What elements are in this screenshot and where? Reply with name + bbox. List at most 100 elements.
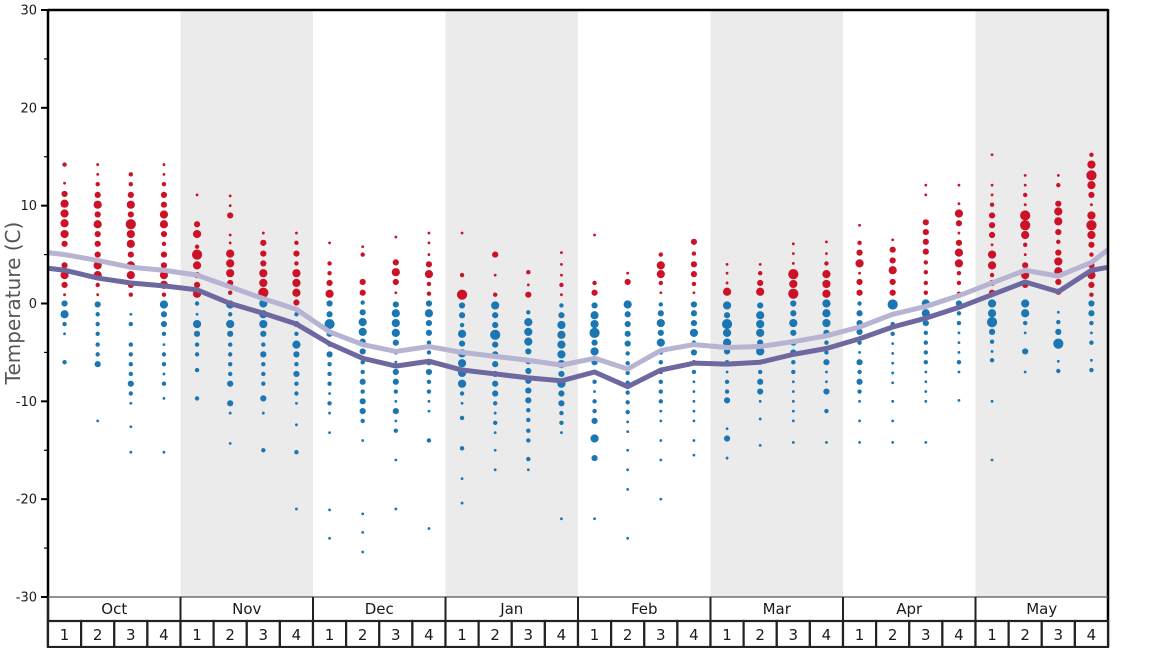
min-temp-dot — [524, 317, 533, 327]
min-temp-dot — [625, 360, 630, 366]
min-temp-dot — [957, 331, 961, 335]
min-temp-dot — [659, 419, 663, 423]
max-temp-dot — [987, 250, 997, 259]
max-temp-dot — [858, 223, 861, 227]
max-temp-dot — [427, 253, 431, 256]
min-temp-dot — [359, 309, 366, 316]
min-temp-dot — [658, 360, 664, 365]
min-temp-dot — [987, 309, 997, 318]
min-temp-dot — [690, 301, 698, 308]
max-temp-dot — [63, 293, 66, 297]
week-cell — [80, 619, 116, 648]
min-temp-dot — [95, 342, 100, 347]
min-temp-dot — [559, 303, 564, 308]
max-temp-dot — [96, 172, 100, 176]
week-number-label: 3 — [1054, 626, 1064, 644]
max-temp-dot — [61, 240, 68, 247]
max-temp-dot — [127, 211, 134, 218]
week-number-label: 4 — [424, 626, 434, 644]
week-cell — [345, 619, 381, 648]
max-temp-dot — [96, 163, 100, 166]
min-temp-dot — [858, 441, 861, 444]
min-temp-dot — [393, 389, 399, 394]
min-temp-dot — [358, 317, 367, 327]
max-temp-dot — [60, 209, 69, 218]
min-temp-dot — [692, 453, 696, 457]
min-temp-dot — [426, 340, 432, 345]
min-temp-dot — [823, 388, 830, 395]
upper-line — [47, 247, 1110, 372]
min-temp-dot — [957, 370, 961, 374]
min-temp-dot — [294, 381, 299, 386]
min-temp-dot — [392, 368, 399, 376]
min-temp-dot — [656, 338, 665, 347]
min-temp-dot — [626, 487, 630, 491]
min-temp-dot — [1089, 320, 1094, 326]
min-temp-dot — [228, 442, 232, 445]
week-number-label: 1 — [722, 626, 732, 644]
min-temp-dot — [626, 468, 630, 472]
min-temp-dot — [128, 321, 134, 327]
min-temp-dot — [858, 351, 861, 354]
min-temp-dot — [327, 361, 332, 367]
max-temp-dot — [791, 242, 795, 246]
max-temp-dot — [560, 273, 563, 277]
min-temp-dot — [924, 399, 928, 403]
min-temp-dot — [626, 430, 630, 434]
min-temp-dot — [459, 322, 465, 328]
min-temp-dot — [1056, 319, 1061, 325]
max-temp-dot — [560, 262, 563, 266]
min-temp-dot — [624, 320, 631, 328]
min-temp-dot — [692, 439, 696, 442]
max-temp-dot — [987, 261, 997, 270]
min-temp-dot — [1056, 310, 1060, 314]
min-temp-dot — [957, 398, 961, 402]
min-temp-dot — [560, 431, 563, 435]
min-temp-dot — [658, 302, 664, 307]
max-temp-dot — [261, 231, 265, 235]
max-temp-dot — [60, 229, 69, 239]
min-temp-dot — [923, 340, 929, 345]
max-temp-dot — [193, 221, 201, 228]
week-number-label: 2 — [1020, 626, 1030, 644]
max-temp-dot — [159, 271, 169, 280]
min-temp-dot — [425, 319, 433, 327]
week-cell — [742, 619, 778, 648]
min-temp-dot — [557, 340, 566, 349]
month-week-rows-layer: Oct Nov Dec Jan Feb Mar Apr May 1 2 3 4 1 2 3 4 1 2 3 4 1 2 3 4… — [46, 596, 1110, 648]
max-temp-dot — [922, 248, 929, 255]
max-temp-dot — [591, 289, 598, 296]
min-temp-dot — [592, 379, 597, 384]
max-temp-dot — [427, 231, 431, 235]
min-temp-dot — [293, 351, 300, 358]
min-temp-dot — [327, 401, 332, 406]
max-temp-dot — [127, 191, 134, 199]
min-temp-dot — [95, 331, 100, 337]
min-temp-dot — [723, 435, 731, 442]
max-temp-dot — [194, 244, 200, 249]
max-temp-dot — [228, 204, 232, 208]
max-temp-dot — [94, 191, 101, 199]
max-temp-dot — [327, 270, 332, 276]
max-temp-dot — [822, 279, 831, 289]
max-temp-dot — [1055, 200, 1062, 207]
y-axis-label: Temperature (C) — [1, 222, 25, 386]
min-temp-dot — [259, 319, 268, 329]
min-temp-dot — [361, 512, 365, 516]
max-temp-dot — [1020, 210, 1031, 221]
max-temp-dot — [260, 260, 267, 267]
min-temp-dot — [459, 391, 465, 396]
max-temp-dot — [360, 252, 365, 257]
y-tick-label: -30 — [16, 591, 37, 606]
min-temp-dot — [692, 380, 696, 384]
min-temp-dot — [392, 301, 399, 308]
max-temp-dot — [888, 266, 897, 275]
min-temp-dot — [922, 319, 929, 327]
min-temp-dot — [757, 369, 763, 375]
max-temp-dot — [160, 251, 168, 258]
min-temp-dot — [161, 361, 167, 367]
week-number-label: 4 — [159, 626, 169, 644]
min-temp-dot — [822, 309, 831, 318]
min-temp-dot — [1023, 331, 1027, 335]
max-temp-dot — [292, 278, 301, 288]
